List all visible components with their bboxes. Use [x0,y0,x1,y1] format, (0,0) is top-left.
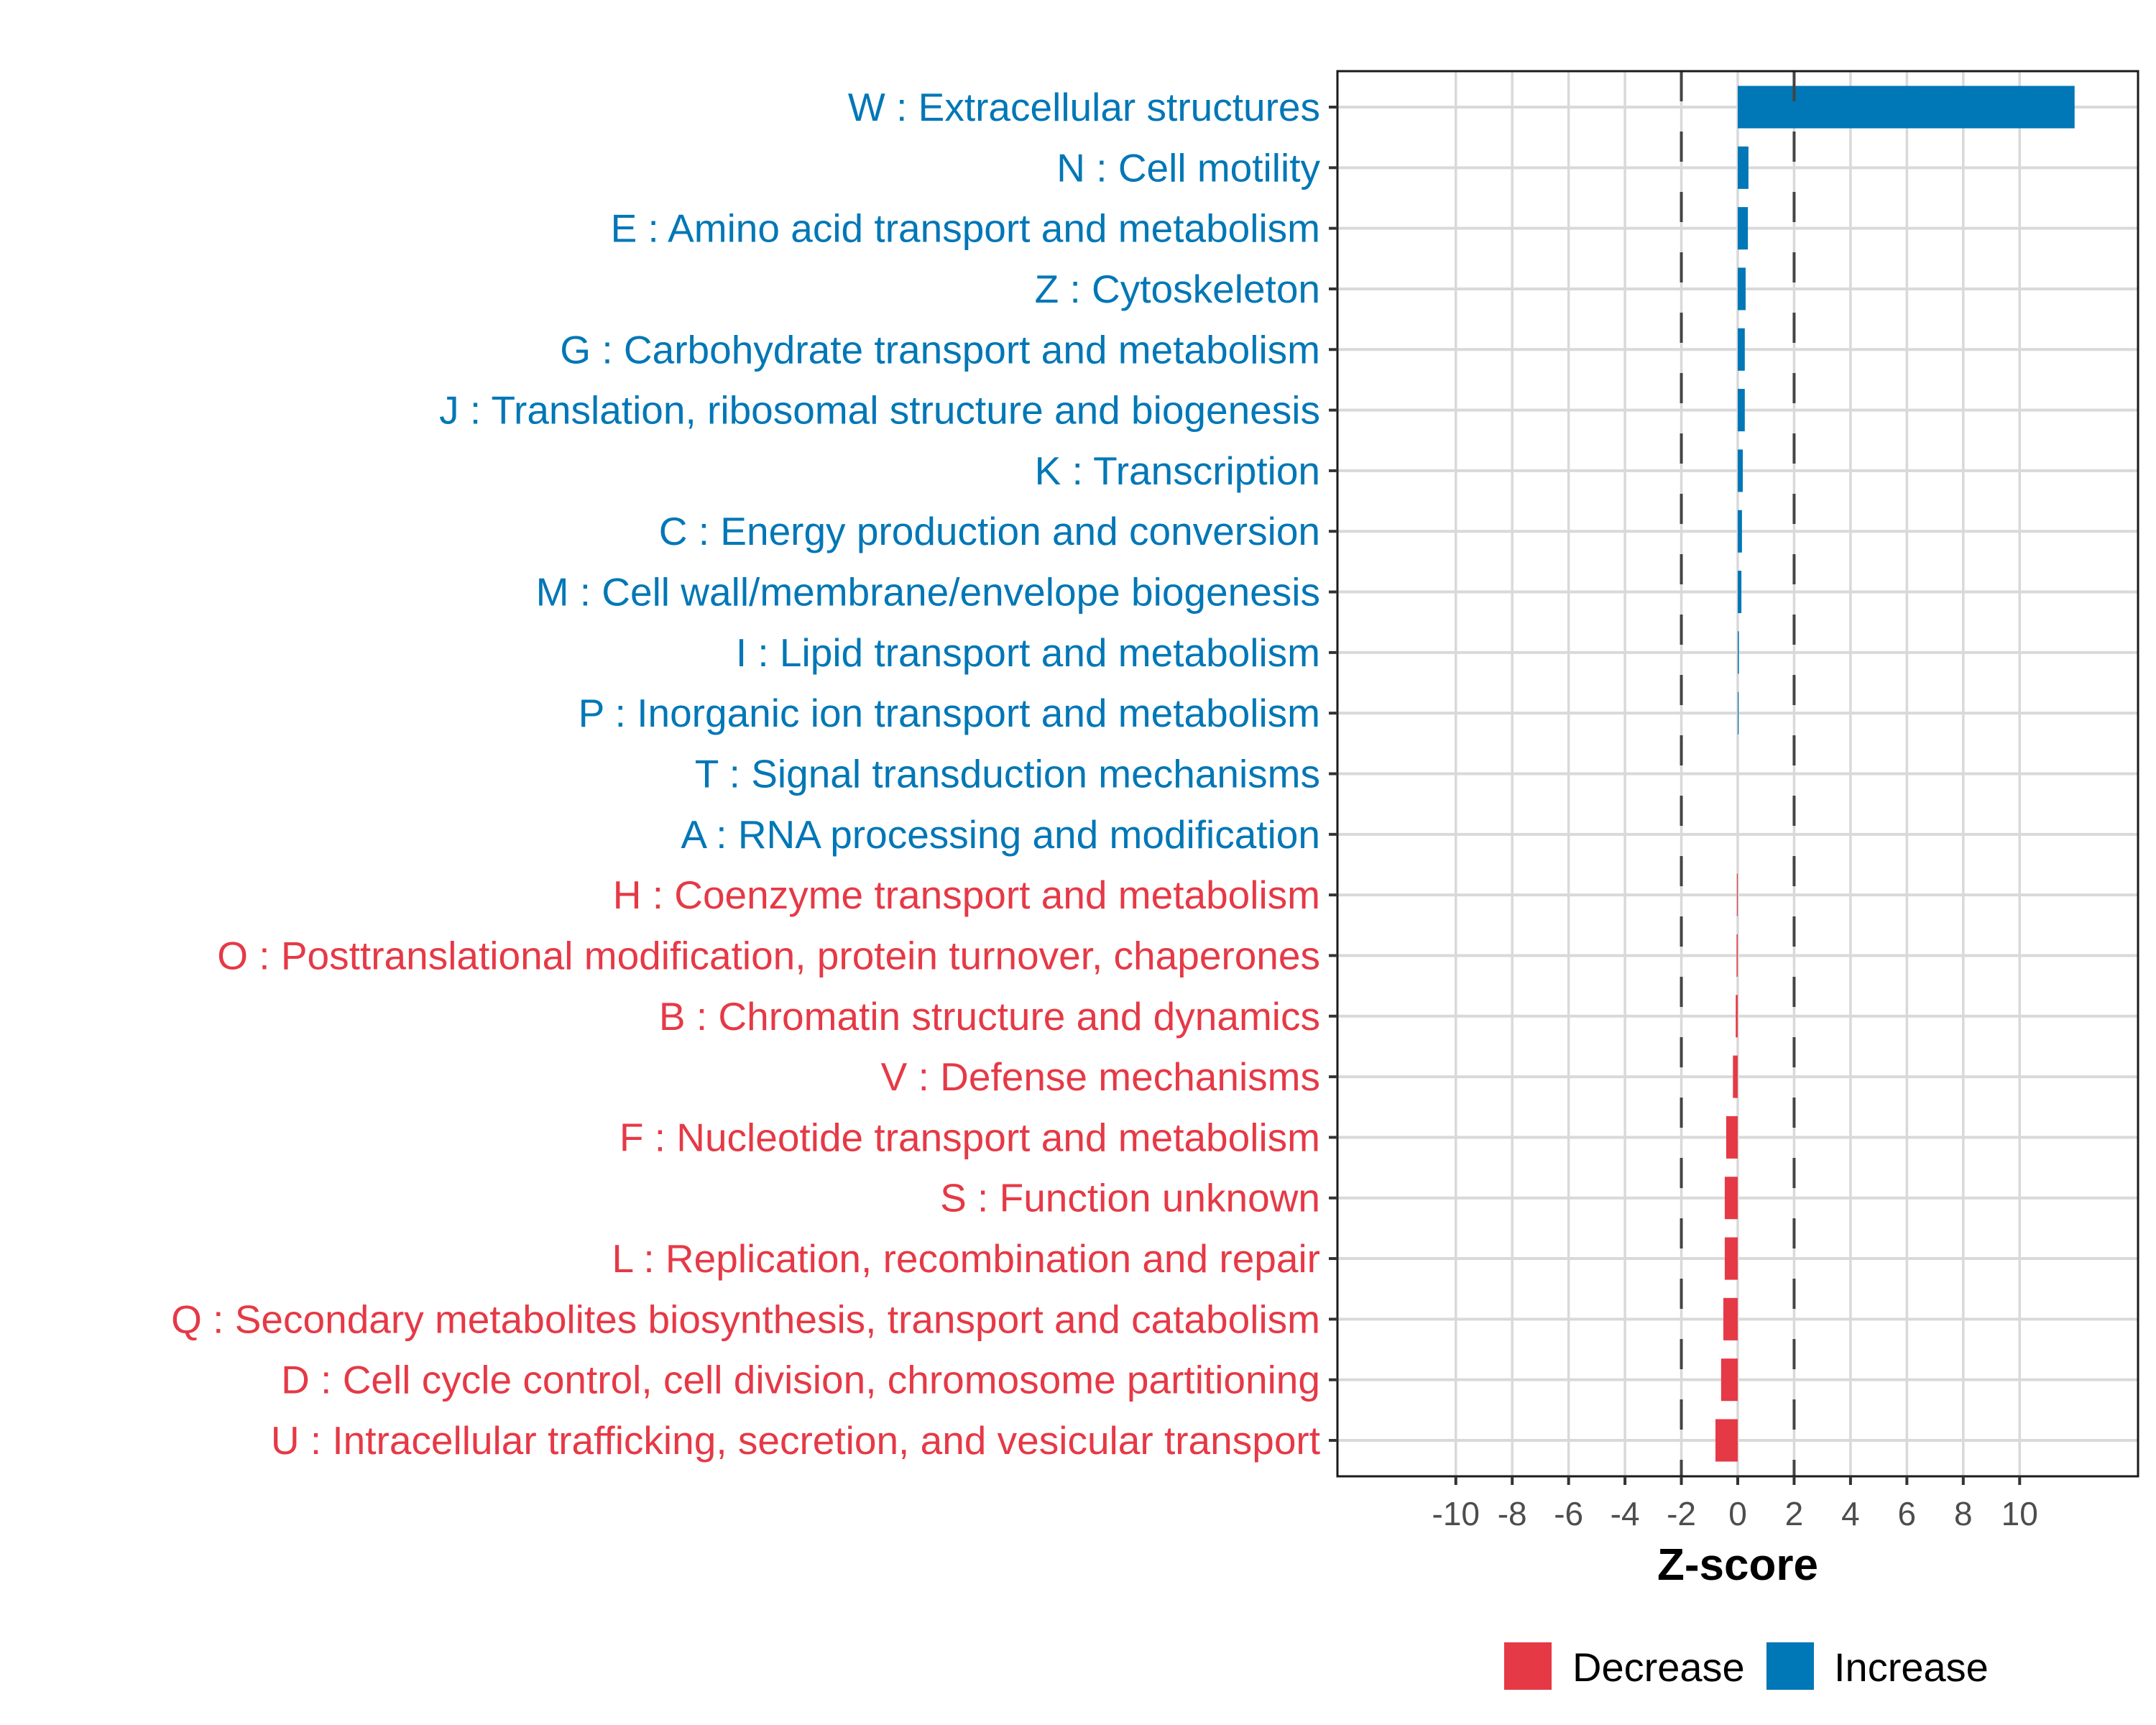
legend-key-decrease [1504,1642,1552,1690]
bar [1724,1177,1738,1220]
x-tick-label: -10 [1432,1495,1480,1532]
legend-label-increase: Increase [1834,1644,1989,1690]
legend-key-increase [1766,1642,1814,1690]
bar [1738,449,1743,492]
y-tick-label: O : Posttranslational modification, prot… [217,933,1320,978]
y-tick-label: Q : Secondary metabolites biosynthesis, … [171,1297,1320,1341]
y-tick-label: P : Inorganic ion transport and metaboli… [579,691,1320,735]
y-tick-label: J : Translation, ribosomal structure and… [439,388,1320,433]
bar [1724,1237,1738,1280]
x-axis: -10 -8 -6 -4 -2 0 2 4 6 8 10 [1432,1476,2038,1532]
x-tick-label: 4 [1841,1495,1860,1532]
bar [1720,1358,1738,1402]
y-tick-label: A : RNA processing and modification [681,812,1320,857]
bar [1738,146,1749,189]
x-tick-label: -6 [1554,1495,1583,1532]
y-tick-label: D : Cell cycle control, cell division, c… [281,1358,1320,1402]
x-tick-label: -4 [1611,1495,1640,1532]
y-tick-label: S : Function unknown [940,1176,1320,1220]
bar [1715,1419,1738,1462]
bar [1738,510,1742,553]
x-tick-label: 2 [1785,1495,1804,1532]
bar [1723,1297,1738,1340]
bar [1738,267,1746,310]
x-tick-label: 8 [1954,1495,1973,1532]
y-tick-label: K : Transcription [1035,448,1320,493]
y-tick-label: N : Cell motility [1056,145,1320,190]
bar [1736,995,1738,1038]
y-tick-label: C : Energy production and conversion [659,509,1320,553]
x-tick-label: 10 [2001,1495,2038,1532]
plot-panel [1336,70,2139,1478]
bar [1738,328,1745,371]
y-tick-label: T : Signal transduction mechanisms [695,752,1320,796]
bar [1738,631,1739,674]
bar [1738,207,1749,250]
y-tick-label: I : Lipid transport and metabolism [736,630,1320,675]
y-tick-label: E : Amino acid transport and metabolism [611,206,1320,251]
y-tick-label: F : Nucleotide transport and metabolism [619,1115,1320,1159]
bar [1738,571,1742,614]
bar [1736,934,1738,977]
bar [1738,389,1745,432]
y-tick-label: H : Coenzyme transport and metabolism [613,873,1320,917]
bar [1726,1116,1738,1159]
x-tick-label: 0 [1728,1495,1747,1532]
y-tick-label: Z : Cytoskeleton [1035,267,1320,311]
x-tick-label: -2 [1667,1495,1696,1532]
y-tick-label: W : Extracellular structures [848,85,1320,129]
x-tick-label: 6 [1898,1495,1917,1532]
y-tick-label: L : Replication, recombination and repai… [612,1236,1320,1281]
bar [1733,1055,1738,1098]
y-axis: W : Extracellular structures N : Cell mot… [171,85,1337,1463]
legend-label-decrease: Decrease [1572,1644,1745,1690]
y-tick-label: G : Carbohydrate transport and metabolis… [560,327,1320,372]
reference-lines [1680,71,1796,1476]
legend: Decrease Increase [1504,1642,1989,1690]
bar [1736,873,1738,916]
y-tick-label: V : Defense mechanisms [881,1054,1320,1099]
x-axis-title: Z-score [1657,1540,1818,1590]
y-tick-label: B : Chromatin structure and dynamics [659,994,1320,1039]
x-tick-label: -8 [1498,1495,1527,1532]
bar [1738,86,2075,129]
y-tick-label: U : Intracellular trafficking, secretion… [271,1418,1320,1463]
y-tick-label: M : Cell wall/membrane/envelope biogenes… [536,570,1320,615]
